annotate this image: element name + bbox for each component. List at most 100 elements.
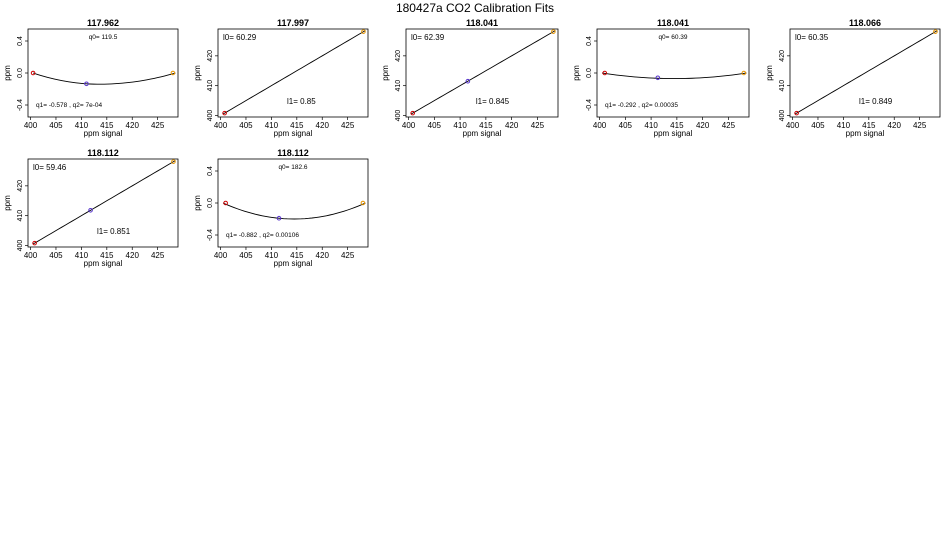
panel-title: 118.112 — [277, 148, 309, 158]
x-tick-label: 400 — [593, 121, 607, 130]
data-point — [84, 81, 89, 87]
x-tick-label: 400 — [214, 251, 228, 260]
y-tick-label: 0.4 — [207, 166, 214, 176]
x-tick-label: 410 — [75, 251, 89, 260]
fit-annotation: q0= 119.5 — [89, 34, 118, 41]
x-tick-label: 410 — [265, 121, 279, 130]
plot-frame — [27, 158, 179, 248]
data-point — [360, 200, 366, 206]
fit-annotation: q0= 182.6 — [278, 164, 307, 171]
y-tick-label: 0.4 — [17, 36, 24, 46]
y-tick-label: 420 — [779, 50, 786, 62]
x-tick-label: 410 — [265, 251, 279, 260]
y-tick-label: 410 — [17, 210, 24, 222]
x-tick-label: 415 — [100, 251, 114, 260]
data-point — [276, 215, 282, 221]
y-tick-label: 400 — [779, 110, 786, 122]
y-tick-label: 420 — [395, 50, 402, 62]
x-tick-label: 420 — [696, 121, 710, 130]
y-tick-label: 0.0 — [207, 198, 214, 208]
data-point — [655, 75, 661, 81]
data-point — [171, 159, 176, 164]
calibration-panel: 118.041 400 405 410 415 420 425 -0.4 0.0 0.4 ppm s… — [572, 18, 750, 138]
fit-curve — [32, 160, 176, 245]
data-point — [88, 208, 93, 213]
x-tick-label: 400 — [214, 121, 228, 130]
x-axis-label: ppm signal — [274, 259, 313, 268]
x-tick-label: 410 — [453, 121, 467, 130]
x-tick-label: 405 — [811, 121, 825, 130]
x-axis-label: ppm signal — [654, 129, 693, 138]
data-point — [30, 70, 36, 76]
y-axis-label: ppm — [3, 65, 12, 81]
x-tick-label: 415 — [290, 251, 304, 260]
x-tick-label: 425 — [341, 251, 355, 260]
data-point — [361, 29, 366, 34]
x-axis-label: ppm signal — [846, 129, 885, 138]
data-point — [223, 200, 228, 206]
panel-title: 118.112 — [87, 148, 119, 158]
x-tick-label: 425 — [531, 121, 545, 130]
data-point — [933, 29, 938, 34]
y-tick-label: 420 — [207, 50, 214, 62]
fit-curve — [794, 30, 938, 115]
fit-annotation: q1= -0.882 , q2= 0.00106 — [226, 232, 299, 239]
panel-title: 118.041 — [657, 18, 689, 28]
x-tick-label: 400 — [786, 121, 800, 130]
data-point — [794, 110, 799, 116]
y-tick-label: 410 — [395, 80, 402, 92]
x-tick-label: 415 — [479, 121, 493, 130]
fit-annotation: q1= -0.578 , q2= 7e-04 — [36, 102, 103, 109]
panel-title: 118.066 — [849, 18, 881, 28]
x-tick-label: 400 — [24, 121, 38, 130]
x-axis-label: ppm signal — [274, 129, 313, 138]
panel-title: 118.041 — [466, 18, 498, 28]
data-point — [32, 240, 37, 246]
panel-title: 117.962 — [87, 18, 119, 28]
panel-grid: 117.962 400 405 410 415 420 425 -0.4 0.0 0.4 ppm s… — [3, 18, 941, 268]
plot-frame — [405, 28, 559, 118]
fit-curve — [602, 72, 747, 80]
data-point — [602, 70, 608, 76]
data-point — [170, 70, 176, 76]
x-tick-label: 420 — [126, 251, 140, 260]
y-axis-label: ppm — [572, 65, 581, 81]
fit-curve — [222, 30, 366, 115]
x-tick-label: 420 — [316, 251, 330, 260]
calibration-panel: 118.112 400 405 410 415 420 425 -0.4 0.0 0.4 ppm s… — [193, 148, 369, 268]
fit-annotation: l0= 60.29 — [223, 33, 257, 42]
x-tick-label: 415 — [862, 121, 876, 130]
x-tick-label: 410 — [644, 121, 658, 130]
y-axis-label: ppm — [765, 65, 774, 81]
x-axis-label: ppm signal — [84, 259, 123, 268]
fit-curve — [222, 202, 366, 220]
data-point — [222, 110, 227, 116]
fit-curve — [32, 72, 176, 85]
x-tick-label: 410 — [837, 121, 851, 130]
y-tick-label: 410 — [779, 80, 786, 92]
fit-annotation: l1= 0.849 — [859, 97, 893, 106]
x-tick-label: 415 — [100, 121, 114, 130]
fit-annotation: l0= 59.46 — [33, 163, 67, 172]
x-tick-label: 420 — [126, 121, 140, 130]
x-tick-label: 410 — [75, 121, 89, 130]
y-tick-label: 400 — [207, 110, 214, 122]
x-tick-label: 405 — [49, 251, 63, 260]
y-tick-label: -0.4 — [207, 229, 214, 241]
fit-annotation: q0= 60.39 — [658, 34, 687, 41]
fit-annotation: l0= 62.39 — [411, 33, 445, 42]
fit-annotation: l1= 0.845 — [476, 97, 510, 106]
x-tick-label: 415 — [670, 121, 684, 130]
data-point — [410, 110, 415, 116]
x-axis-label: ppm signal — [463, 129, 502, 138]
y-tick-label: 0.4 — [586, 36, 593, 46]
x-axis-label: ppm signal — [84, 129, 123, 138]
y-axis-label: ppm — [3, 195, 12, 211]
x-tick-label: 425 — [151, 121, 165, 130]
x-tick-label: 400 — [402, 121, 416, 130]
